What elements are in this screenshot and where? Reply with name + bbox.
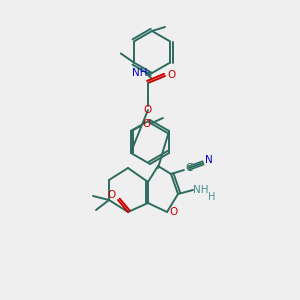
- Text: O: O: [169, 207, 177, 217]
- Text: O: O: [143, 119, 151, 129]
- Text: NH: NH: [193, 185, 209, 195]
- Text: NH: NH: [132, 68, 148, 78]
- Text: C: C: [185, 163, 193, 173]
- Text: O: O: [144, 105, 152, 115]
- Text: H: H: [208, 192, 216, 202]
- Text: O: O: [107, 190, 115, 200]
- Text: O: O: [168, 70, 176, 80]
- Text: N: N: [205, 155, 213, 165]
